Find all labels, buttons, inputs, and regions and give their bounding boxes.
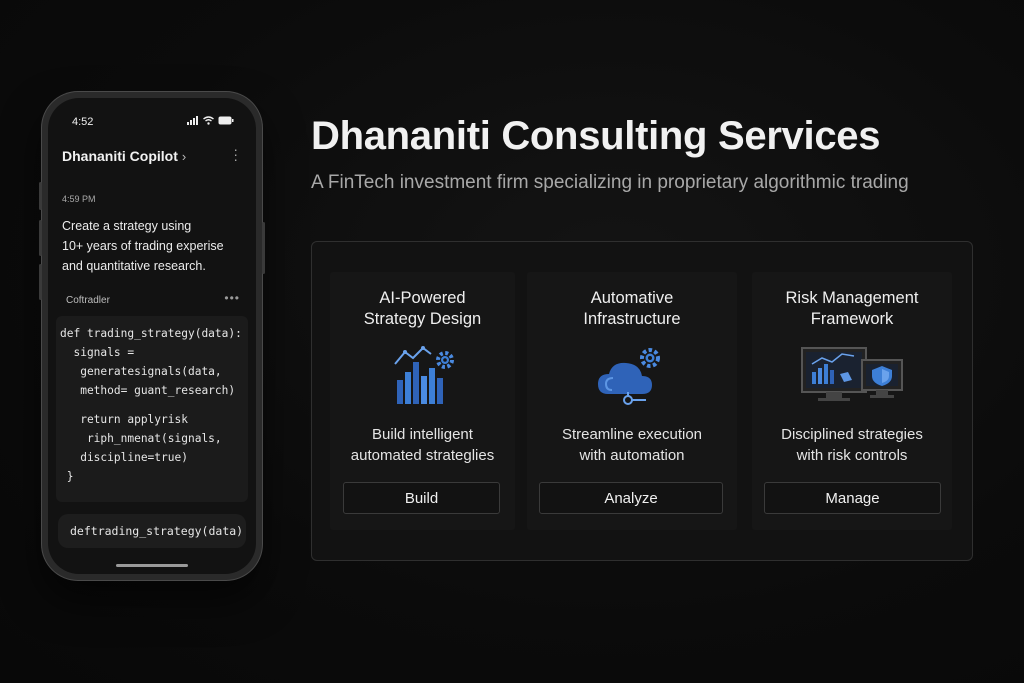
card-description: Streamline execution with automation — [527, 424, 737, 466]
service-card-strategy: AI-Powered Strategy Design Build intelli… — [330, 272, 515, 530]
card-title: AI-Powered Strategy Design — [330, 288, 515, 330]
cloud-gear-icon — [527, 342, 737, 414]
home-indicator[interactable] — [116, 564, 188, 567]
code-line: signals = — [60, 346, 135, 359]
battery-icon — [218, 116, 234, 125]
status-icons — [187, 116, 234, 125]
code-line: return applyrisk — [60, 413, 188, 426]
more-vertical-icon[interactable]: · · · — [233, 141, 238, 167]
chat-input[interactable]: deftrading_strategy(data) — [58, 514, 246, 548]
phone-power-button — [262, 222, 265, 274]
card-description-line: automated strateglies — [350, 447, 495, 464]
phone-mute-button — [39, 182, 42, 210]
card-title-line: AI-Powered — [379, 289, 466, 307]
message-timestamp: 4:59 PM — [62, 194, 96, 204]
status-bar: 4:52 — [66, 112, 238, 128]
service-card-infrastructure: Automative Infrastructure Streamline exe… — [527, 272, 737, 530]
chevron-right-icon[interactable]: › — [181, 149, 187, 164]
code-line: } — [60, 470, 74, 483]
signal-icon — [187, 116, 198, 125]
page-title: Dhananiti Consulting Services — [311, 114, 881, 158]
services-panel: AI-Powered Strategy Design Build intelli… — [311, 241, 973, 561]
code-blank-line — [60, 400, 244, 410]
card-title-line: Automative — [590, 289, 674, 307]
more-horizontal-icon[interactable]: ••• — [224, 291, 240, 305]
card-title-line: Framework — [810, 310, 894, 328]
message-line: and quantitative research. — [62, 259, 206, 273]
card-title: Risk Management Framework — [752, 288, 952, 330]
reply-sender: Coftradler — [66, 295, 110, 306]
card-title-line: Risk Management — [785, 289, 919, 307]
code-line: generatesignals(data, — [60, 365, 222, 378]
manage-button[interactable]: Manage — [764, 482, 941, 514]
analyze-button[interactable]: Analyze — [539, 482, 723, 514]
wifi-icon — [203, 116, 214, 125]
page-subtitle: A FinTech investment firm specializing i… — [311, 172, 909, 193]
chat-title[interactable]: Dhananiti Copilot — [62, 148, 178, 164]
card-description-line: Streamline execution — [561, 426, 703, 443]
card-title: Automative Infrastructure — [527, 288, 737, 330]
card-description-line: Disciplined strategies — [781, 426, 923, 443]
code-line: discipline=true) — [60, 451, 188, 464]
card-description: Build intelligent automated strateglies — [330, 424, 515, 466]
bar-chart-gear-icon — [330, 342, 515, 414]
message-line: 10+ years of trading experise — [62, 239, 224, 253]
card-description-line: with risk controls — [796, 447, 908, 464]
status-time: 4:52 — [72, 116, 94, 128]
code-block: def trading_strategy(data): signals = ge… — [56, 316, 248, 502]
code-line: def trading_strategy(data): — [60, 327, 242, 340]
phone-screen: 4:52 Dhananiti Copilot › · · · 4:59 PM Crea… — [48, 98, 256, 574]
message-line: Create a strategy using — [62, 219, 192, 233]
chat-header[interactable]: Dhananiti Copilot › · · · — [62, 141, 242, 168]
phone-mockup: 4:52 Dhananiti Copilot › · · · 4:59 PM Crea… — [39, 92, 265, 580]
service-card-risk: Risk Management Framework — [752, 272, 952, 530]
code-line: riph_nmenat(signals, — [60, 432, 222, 445]
phone-volume-down-button — [39, 264, 42, 300]
card-description-line: Build intelligent — [372, 426, 473, 443]
monitor-shield-icon — [752, 342, 952, 414]
phone-volume-up-button — [39, 220, 42, 256]
card-title-line: Infrastructure — [583, 310, 681, 328]
code-line: method= guant_research) — [60, 384, 236, 397]
user-message: Create a strategy using 10+ years of tra… — [62, 216, 242, 276]
card-description-line: with automation — [579, 447, 685, 464]
build-button[interactable]: Build — [343, 482, 500, 514]
card-title-line: Strategy Design — [363, 310, 482, 328]
card-description: Disciplined strategies with risk control… — [752, 424, 952, 466]
